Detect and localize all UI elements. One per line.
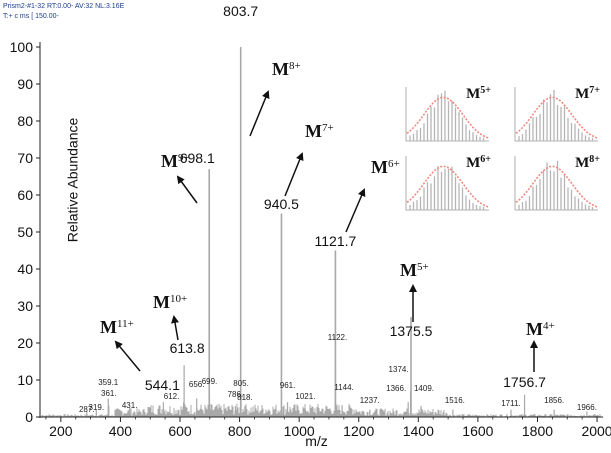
charge-state-label: M7+ — [305, 121, 334, 141]
peak-label: 1409. — [414, 384, 434, 393]
y-tick-label: 20 — [17, 335, 33, 351]
peak-label: 1966. — [577, 403, 597, 412]
peak-label: 1122. — [328, 333, 347, 342]
major-peak-label: 613.8 — [170, 340, 205, 356]
y-tick-label: 80 — [17, 113, 33, 129]
inset-fit-curve — [406, 96, 490, 139]
y-axis-label: Relative Abundance — [64, 117, 81, 243]
isotope-inset: M6+ — [405, 154, 491, 211]
scan-header-line-1: Prism2-#1-32 RT:0.00- AV:32 NL:3.16E — [3, 3, 125, 10]
charge-state-label: M6+ — [371, 157, 400, 177]
major-peak-label: 1121.7 — [315, 233, 357, 249]
peak-label: 1237. — [360, 396, 380, 405]
charge-state-label: M8+ — [272, 59, 301, 79]
y-tick-label: 70 — [17, 150, 33, 166]
inset-label: M8+ — [575, 154, 600, 172]
y-tick-label: 30 — [17, 298, 33, 314]
inset-label: M6+ — [466, 154, 491, 172]
x-tick-label: 1400 — [403, 423, 434, 439]
charge-state-label: M5+ — [400, 260, 429, 280]
charge-state-arrow — [171, 315, 179, 341]
charge-state-arrow — [176, 175, 198, 204]
spectrum-noise — [41, 403, 601, 417]
x-tick-label: 400 — [109, 423, 133, 439]
isotope-inset: M7+ — [514, 85, 600, 142]
charge-state-annotations: 287.319. 359.1 361. 431. 612. 656.699. 786. 805… — [79, 3, 597, 414]
major-peak-label: 544.1 — [145, 377, 180, 393]
charge-state-arrow — [249, 90, 270, 137]
x-axis-label: m/z — [305, 433, 328, 449]
inset-fit-curve — [515, 165, 599, 208]
x-tick-label: 200 — [49, 423, 73, 439]
peak-label: 1856. — [544, 396, 564, 405]
charge-state-arrow — [114, 340, 141, 372]
major-peak-label: 803.7 — [223, 3, 258, 19]
inset-fit-curve — [515, 96, 599, 139]
x-tick-label: 800 — [228, 423, 252, 439]
y-tick-label: 50 — [17, 224, 33, 240]
inset-fit-curve — [406, 165, 490, 208]
x-tick-label: 1800 — [522, 423, 553, 439]
peak-label: 699. — [202, 377, 218, 386]
peak-label: 361. — [101, 389, 117, 398]
scan-header-line-2: T:+ c ms [ 150.00- — [3, 13, 59, 20]
spectrum-peaks — [41, 47, 601, 417]
peak-label: 1366. — [386, 384, 406, 393]
y-tick-label: 90 — [17, 76, 33, 92]
major-peak-label: 1375.5 — [390, 323, 433, 339]
chart-axes: 0 10 20 30 40 50 60 70 80 90 100 200 400 600 800 1000 12… — [10, 39, 611, 449]
charge-state-label: M9+ — [161, 151, 190, 171]
major-peak-label: 940.5 — [264, 196, 299, 212]
charge-state-arrow — [345, 188, 366, 233]
peak-label: 612. — [164, 392, 180, 401]
major-peak-label: 1756.7 — [503, 374, 546, 390]
x-tick-label: 1200 — [343, 423, 374, 439]
inset-label: M7+ — [575, 85, 600, 103]
peak-label: 786. — [228, 390, 244, 399]
y-tick-label: 40 — [17, 261, 33, 277]
isotope-insets: M5+ M7+ M6+ M8+ — [405, 85, 600, 211]
x-tick-label: 600 — [168, 423, 192, 439]
y-axis-label-wrap: Relative Abundance — [55, 100, 91, 260]
inset-label: M5+ — [466, 85, 491, 103]
y-tick-label: 10 — [17, 372, 33, 388]
peak-label: 1711. — [501, 399, 520, 408]
major-peak-label: 698.1 — [180, 150, 215, 166]
x-tick-label: 2000 — [581, 423, 611, 439]
isotope-inset: M5+ — [405, 85, 491, 142]
peak-label: 319. — [89, 403, 105, 412]
peak-label: 656. — [189, 380, 205, 389]
peak-label: 1374. — [389, 365, 409, 374]
peak-label: 961. — [280, 381, 296, 390]
y-tick-label: 60 — [17, 187, 33, 203]
x-tick-label: 1000 — [284, 423, 315, 439]
peak-label: 805. — [233, 379, 249, 388]
y-tick-label: 0 — [25, 409, 33, 425]
peak-label: 287. — [79, 405, 95, 414]
peak-label: 431. — [122, 401, 138, 410]
charge-state-label: M11+ — [100, 317, 134, 337]
peak-label: 1144. — [334, 383, 353, 392]
peak-label: 818. — [237, 393, 253, 402]
charge-state-label: M10+ — [153, 292, 187, 312]
charge-state-label: M4+ — [526, 319, 555, 339]
peak-label: 1516. — [445, 396, 465, 405]
x-tick-label: 1600 — [462, 423, 493, 439]
peak-label: 1021. — [295, 392, 315, 401]
charge-state-arrow — [284, 152, 304, 197]
y-tick-label: 100 — [10, 39, 34, 55]
peak-label: 359.1 — [98, 378, 119, 387]
isotope-inset: M8+ — [514, 154, 600, 211]
